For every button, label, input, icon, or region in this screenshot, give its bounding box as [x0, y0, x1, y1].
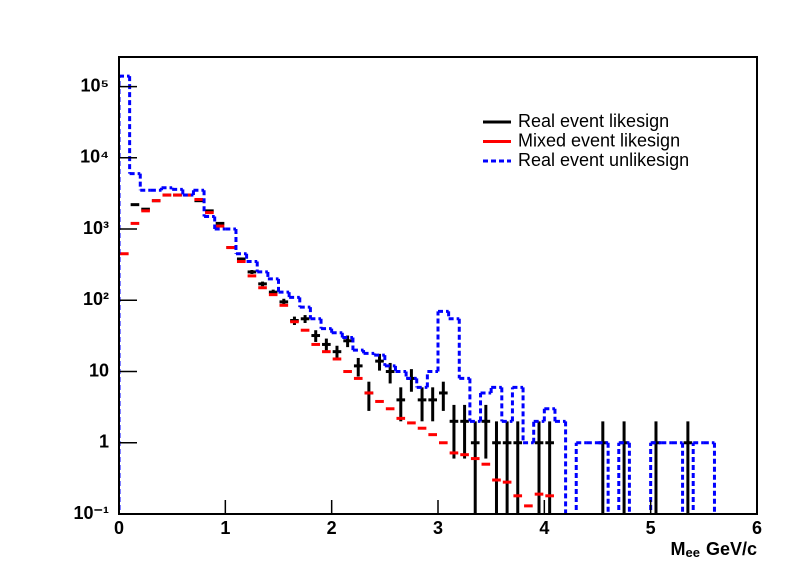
x-label-sub: ee	[686, 545, 700, 560]
y-tick-label: 10⁵	[81, 75, 109, 95]
x-tick-label: 0	[114, 518, 124, 538]
x-axis-label: Mee GeV/c	[671, 539, 758, 561]
y-tick-label: 10²	[83, 289, 109, 309]
y-tick-label: 10⁴	[80, 147, 109, 167]
legend-label: Real event likesign	[518, 111, 669, 131]
x-tick-label: 2	[327, 518, 337, 538]
x-tick-label: 5	[646, 518, 656, 538]
x-label-unit: GeV/c	[706, 539, 757, 559]
x-tick-label: 4	[539, 518, 549, 538]
plot-area	[119, 74, 716, 514]
x-tick-label: 3	[433, 518, 443, 538]
x-label-main: M	[671, 539, 686, 559]
legend-label: Real event unlikesign	[518, 150, 689, 170]
y-tick-label: 10	[89, 360, 109, 380]
y-tick-label: 10³	[83, 218, 109, 238]
x-tick-label: 6	[752, 518, 762, 538]
y-tick-label: 1	[99, 432, 109, 452]
y-tick-label: 10⁻¹	[73, 503, 109, 523]
x-tick-label: 1	[220, 518, 230, 538]
legend-label: Mixed event likesign	[518, 130, 680, 150]
